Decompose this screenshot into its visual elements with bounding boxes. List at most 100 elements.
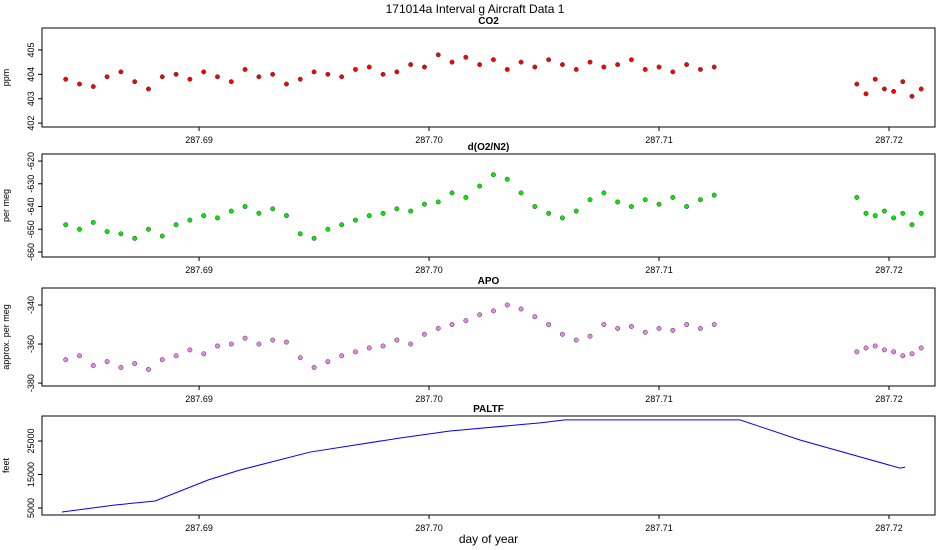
data-point [449, 59, 455, 65]
data-point [518, 190, 524, 196]
data-point [408, 208, 414, 214]
data-point [242, 67, 248, 72]
data-point [325, 226, 331, 232]
data-point [532, 64, 538, 70]
data-point [256, 341, 262, 347]
data-point [77, 226, 82, 232]
data-point [449, 190, 455, 196]
plot-frame [41, 415, 936, 516]
data-point [532, 314, 538, 320]
data-point [463, 54, 469, 60]
data-point [284, 81, 289, 87]
data-point [256, 74, 262, 80]
x-tick-label: 287.70 [415, 394, 443, 404]
data-point [118, 69, 124, 75]
data-point [854, 194, 860, 200]
data-point [159, 357, 165, 363]
data-point [477, 312, 483, 318]
y-tick-label: -650 [26, 220, 36, 238]
data-point [380, 343, 386, 349]
panel-title: PALTF [473, 404, 504, 415]
data-point [601, 322, 607, 327]
data-point [90, 219, 96, 225]
data-point [518, 59, 524, 65]
data-point [711, 64, 717, 70]
data-point [311, 365, 317, 370]
data-point [559, 331, 565, 337]
data-point [435, 325, 441, 331]
data-point [891, 88, 897, 94]
data-point [504, 176, 510, 182]
data-point [408, 62, 414, 68]
data-point [918, 345, 924, 351]
data-point [463, 194, 469, 200]
data-point [490, 308, 496, 314]
data-point [918, 210, 924, 216]
data-point [380, 210, 386, 216]
data-point [518, 306, 524, 312]
x-tick-label: 287.71 [645, 523, 673, 533]
data-point [132, 361, 138, 366]
y-axis-label: ppm [1, 69, 11, 87]
y-tick-label: -660 [26, 243, 36, 261]
data-point [854, 81, 860, 87]
data-point [325, 359, 331, 365]
y-tick-label: 25000 [26, 428, 36, 453]
data-point [366, 64, 372, 70]
data-point [546, 57, 552, 63]
data-point [270, 71, 276, 77]
data-point [546, 210, 552, 216]
data-point [559, 62, 565, 68]
plot-frame [41, 287, 936, 387]
data-point [684, 322, 690, 327]
data-point [408, 341, 414, 347]
data-point [684, 204, 690, 209]
data-point [900, 353, 906, 359]
data-point [270, 337, 276, 343]
y-tick-label: 402 [26, 116, 36, 131]
data-point [490, 172, 496, 178]
data-point [881, 347, 887, 353]
data-point [559, 215, 565, 221]
data-point [104, 74, 110, 80]
y-tick-label: -620 [26, 152, 36, 170]
data-point [311, 69, 317, 75]
data-point [711, 192, 717, 198]
data-point [325, 71, 331, 77]
data-point [159, 233, 165, 239]
data-point [863, 210, 869, 216]
data-point [891, 349, 897, 355]
data-point [63, 76, 69, 82]
data-point [909, 351, 915, 357]
data-point [900, 79, 906, 85]
data-point [477, 62, 483, 68]
data-point [422, 64, 427, 70]
data-point [284, 339, 289, 345]
data-point [297, 76, 303, 82]
data-point [615, 199, 621, 205]
data-point [77, 81, 82, 87]
y-tick-label: -630 [26, 175, 36, 193]
data-point [601, 64, 607, 70]
data-point [435, 199, 441, 205]
y-tick-label: 404 [26, 67, 36, 82]
data-point [670, 194, 676, 200]
y-axis-label: approx. per meg [1, 304, 11, 370]
data-point [504, 302, 510, 308]
data-point [146, 366, 151, 372]
data-point [201, 69, 207, 75]
data-point [872, 343, 878, 349]
figure-title: 171014a Interval g Aircraft Data 1 [386, 2, 565, 16]
y-tick-label: 15000 [26, 462, 36, 487]
data-point [228, 79, 234, 85]
y-tick-label: -380 [26, 374, 36, 392]
data-point [642, 329, 648, 335]
data-point [909, 222, 915, 228]
y-tick-label: -360 [26, 335, 36, 353]
data-point [339, 222, 345, 228]
data-point [215, 343, 220, 349]
data-point [711, 322, 717, 327]
data-point [656, 201, 662, 207]
x-tick-label: 287.69 [185, 394, 213, 404]
